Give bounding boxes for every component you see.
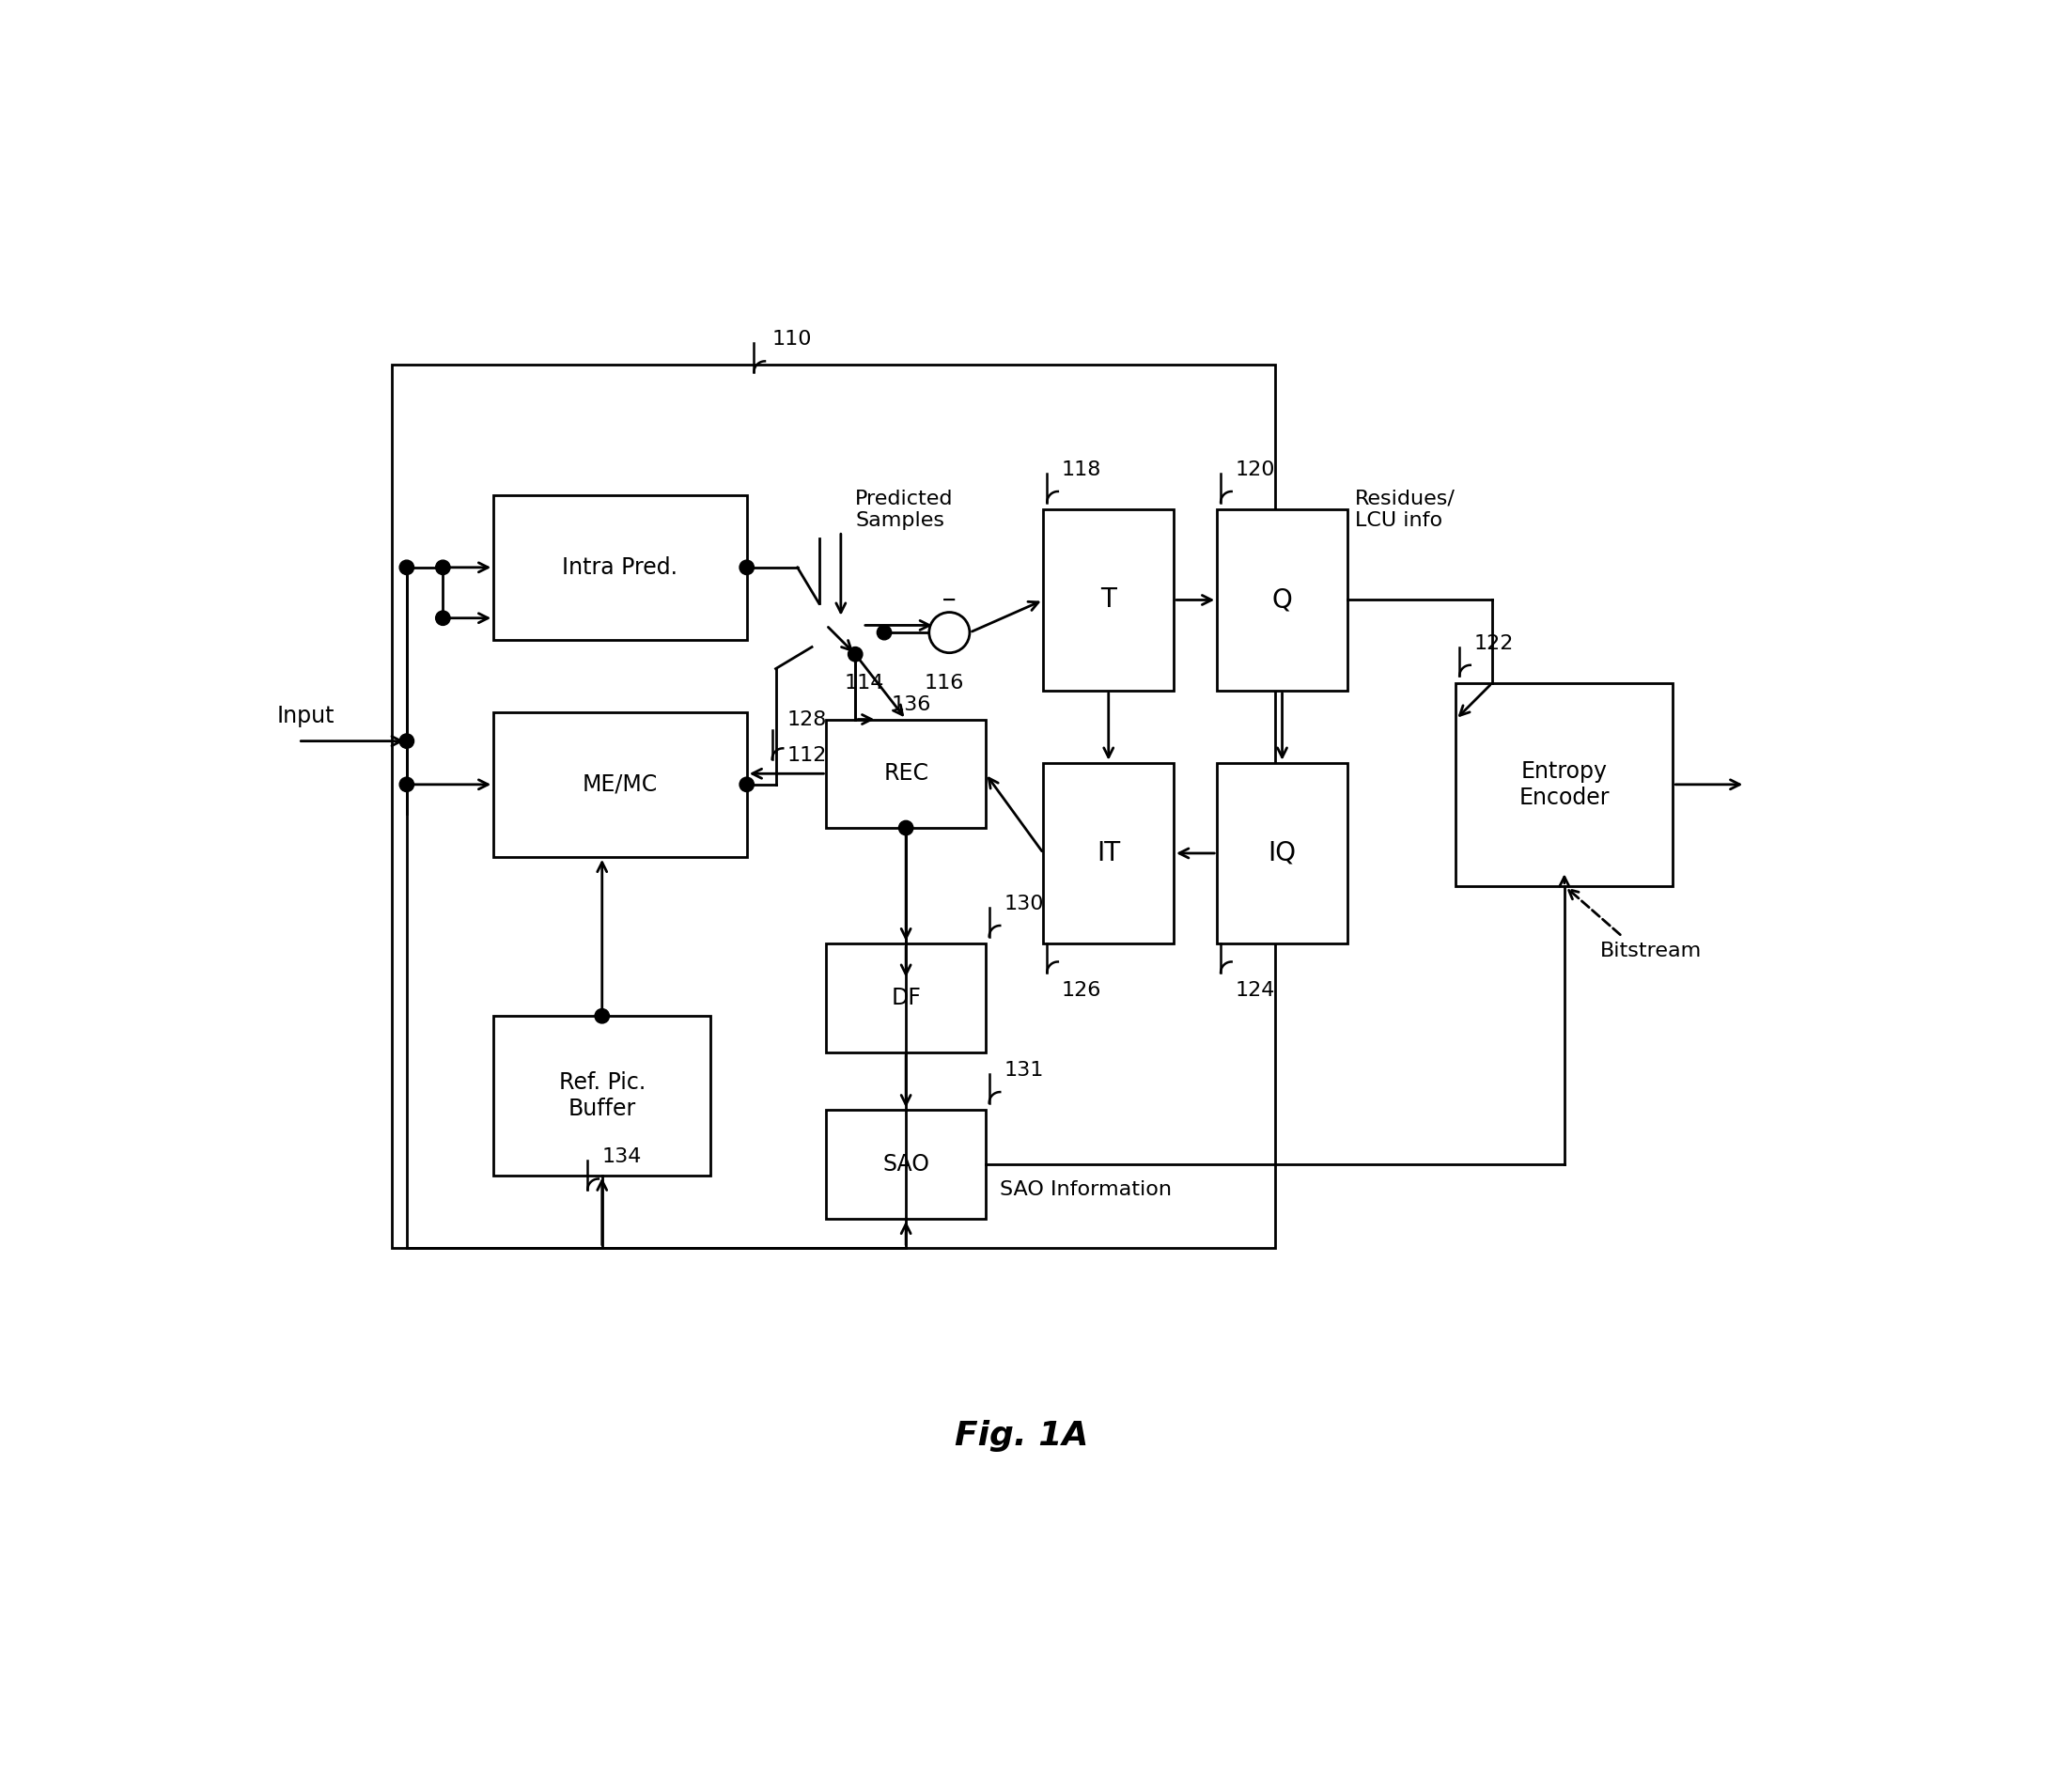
- Text: ME/MC: ME/MC: [582, 772, 658, 796]
- Circle shape: [849, 647, 863, 661]
- Text: Input: Input: [277, 704, 335, 728]
- Text: 120: 120: [1235, 461, 1274, 478]
- Text: IT: IT: [1097, 840, 1120, 866]
- Text: Residues/
LCU info: Residues/ LCU info: [1354, 489, 1455, 530]
- Circle shape: [399, 778, 413, 792]
- Circle shape: [929, 613, 970, 652]
- Text: DF: DF: [892, 987, 921, 1009]
- Circle shape: [594, 1009, 608, 1023]
- Text: Entropy
Encoder: Entropy Encoder: [1519, 760, 1609, 808]
- Bar: [1217, 509, 1348, 690]
- Bar: [826, 719, 986, 828]
- Bar: [826, 1109, 986, 1219]
- Text: 128: 128: [787, 710, 826, 729]
- Text: 116: 116: [925, 674, 964, 692]
- Circle shape: [877, 625, 892, 640]
- Circle shape: [898, 821, 912, 835]
- Text: 124: 124: [1235, 982, 1274, 1000]
- Bar: [493, 711, 746, 857]
- Text: Intra Pred.: Intra Pred.: [563, 556, 678, 579]
- Text: Fig. 1A: Fig. 1A: [956, 1419, 1089, 1452]
- Bar: [1044, 763, 1173, 944]
- Text: SAO: SAO: [882, 1152, 929, 1176]
- Text: Q: Q: [1272, 586, 1293, 613]
- Text: 131: 131: [1003, 1061, 1044, 1081]
- Circle shape: [740, 778, 754, 792]
- Text: T: T: [1101, 586, 1116, 613]
- Text: Ref. Pic.
Buffer: Ref. Pic. Buffer: [559, 1072, 645, 1120]
- Circle shape: [436, 611, 450, 625]
- Text: 122: 122: [1473, 634, 1515, 652]
- Text: 112: 112: [787, 745, 826, 765]
- Text: IQ: IQ: [1268, 840, 1297, 866]
- Text: 118: 118: [1062, 461, 1101, 478]
- Text: 130: 130: [1003, 894, 1044, 914]
- Bar: [493, 1016, 711, 1176]
- Bar: [826, 944, 986, 1052]
- Bar: [1044, 509, 1173, 690]
- Circle shape: [399, 735, 413, 749]
- Text: 134: 134: [602, 1147, 641, 1167]
- Text: Bitstream: Bitstream: [1601, 941, 1702, 961]
- Text: 136: 136: [892, 695, 931, 715]
- Bar: [1217, 763, 1348, 944]
- Bar: [1455, 683, 1673, 885]
- Text: 110: 110: [773, 330, 812, 349]
- Text: SAO Information: SAO Information: [1001, 1181, 1171, 1199]
- Bar: [393, 366, 1274, 1247]
- Circle shape: [399, 561, 413, 575]
- Circle shape: [740, 561, 754, 575]
- Text: REC: REC: [884, 762, 929, 785]
- Text: Predicted
Samples: Predicted Samples: [855, 489, 954, 530]
- Text: 126: 126: [1062, 982, 1101, 1000]
- Circle shape: [436, 561, 450, 575]
- Bar: [493, 495, 746, 640]
- Text: −: −: [941, 591, 958, 609]
- Text: 114: 114: [845, 674, 884, 692]
